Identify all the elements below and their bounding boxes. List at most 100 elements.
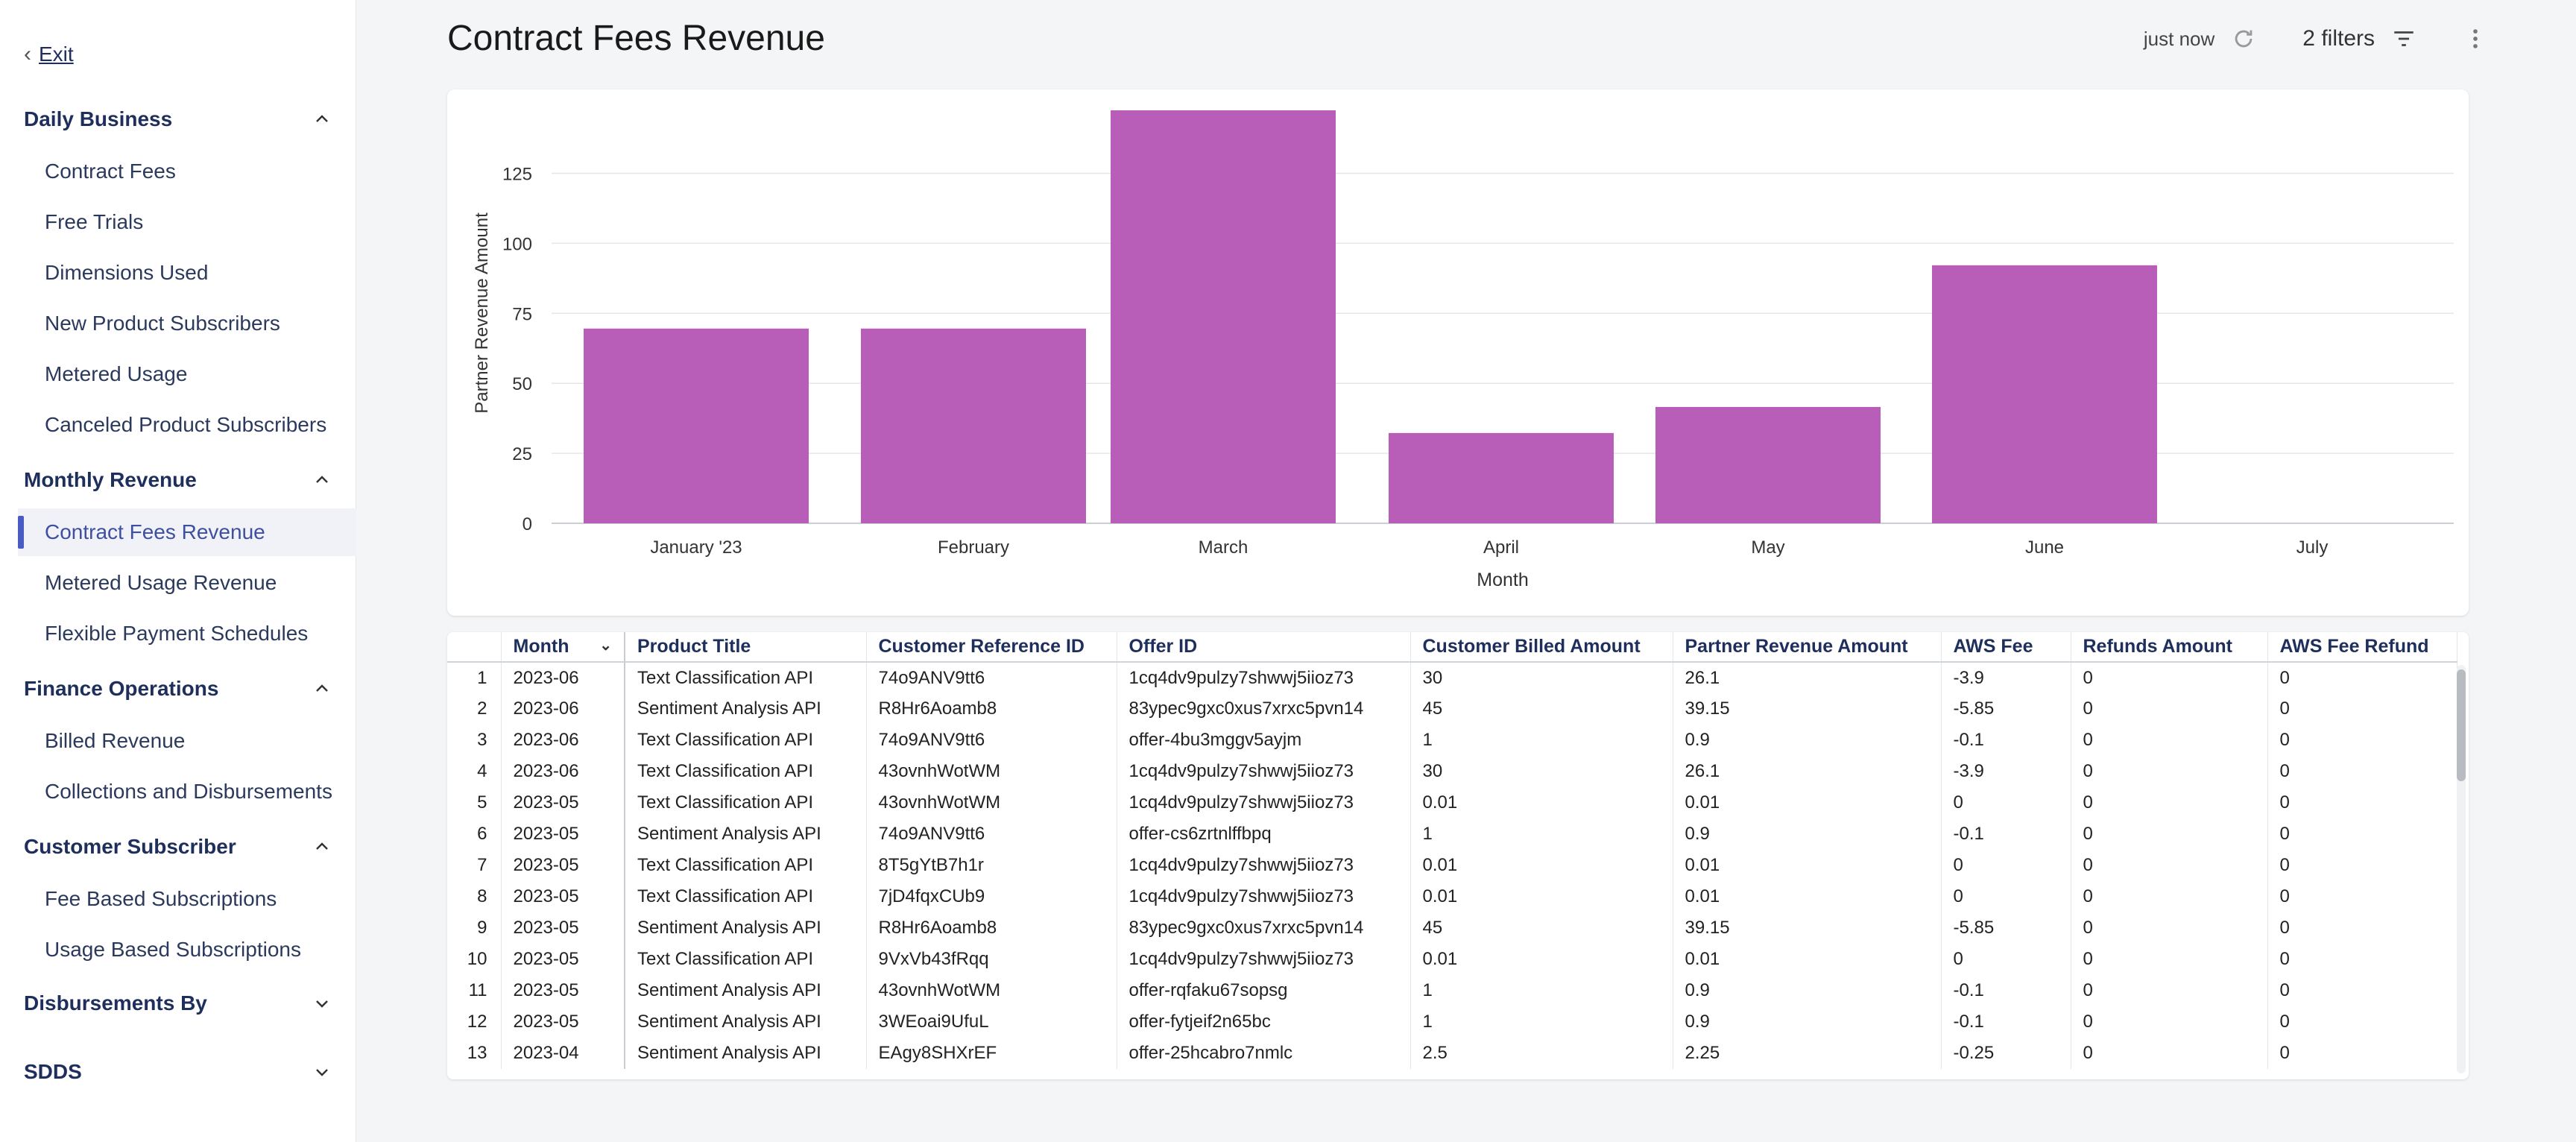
- table-cell: 2.25: [1673, 1038, 1942, 1069]
- table-cell: -3.9: [1941, 662, 2071, 693]
- table-cell: 0.01: [1673, 850, 1942, 881]
- column-header-label: Customer Billed Amount: [1422, 636, 1641, 657]
- column-header[interactable]: Customer Reference ID: [866, 632, 1117, 663]
- sort-chevron-down-icon[interactable]: ⌄: [599, 637, 612, 654]
- column-header[interactable]: Refunds Amount: [2071, 632, 2268, 663]
- filter-icon[interactable]: [2391, 26, 2416, 51]
- table-cell: Text Classification API: [625, 881, 867, 912]
- table-cell: 0: [2071, 725, 2268, 756]
- table-cell: offer-cs6zrtnlffbpq: [1117, 818, 1411, 850]
- chevron-up-icon: [316, 115, 328, 122]
- table-body: 1 2023-06 Text Classification API 74o9ANV9t…: [447, 662, 2457, 1069]
- table-row[interactable]: 9 2023-05 Sentiment Analysis API R8Hr6Aoamb…: [447, 912, 2457, 944]
- table-row[interactable]: 4 2023-06 Text Classification API 43ovnhWot…: [447, 756, 2457, 787]
- table-cell: offer-4bu3mggv5ayjm: [1117, 725, 1411, 756]
- table-row[interactable]: 3 2023-06 Text Classification API 74o9ANV9t…: [447, 725, 2457, 756]
- sidebar-item-flexible-payment-schedules[interactable]: Flexible Payment Schedules: [45, 622, 309, 645]
- sidebar-item-canceled-product-subscribers[interactable]: Canceled Product Subscribers: [45, 413, 327, 436]
- column-header[interactable]: Offer ID: [1117, 632, 1411, 663]
- sidebar-item-usage-based-subscriptions[interactable]: Usage Based Subscriptions: [45, 938, 301, 961]
- table-cell: offer-rqfaku67sopsg: [1117, 975, 1411, 1006]
- section-customer-subscriber[interactable]: Customer Subscriber: [24, 829, 331, 865]
- table-cell: 0.01: [1410, 944, 1673, 975]
- sidebar-item-contract-fees[interactable]: Contract Fees: [45, 160, 176, 183]
- sidebar-item-free-trials[interactable]: Free Trials: [45, 210, 144, 233]
- column-header[interactable]: Month ⌄: [501, 632, 625, 663]
- x-tick-label: June: [2025, 537, 2064, 558]
- table-row[interactable]: 6 2023-05 Sentiment Analysis API 74o9ANV9tt…: [447, 818, 2457, 850]
- refresh-icon[interactable]: [2231, 26, 2256, 51]
- table-cell: R8Hr6Aoamb8: [866, 912, 1117, 944]
- table-cell: -0.1: [1941, 725, 2071, 756]
- table-cell: 30: [1410, 662, 1673, 693]
- table-row[interactable]: 2 2023-06 Sentiment Analysis API R8Hr6Aoamb…: [447, 693, 2457, 725]
- sidebar-item-dimensions-used[interactable]: Dimensions Used: [45, 261, 209, 284]
- more-vertical-icon[interactable]: [2463, 26, 2488, 51]
- table-cell: Text Classification API: [625, 850, 867, 881]
- table-cell: 1: [447, 662, 502, 693]
- table-cell: offer-fytjeif2n65bc: [1117, 1006, 1411, 1038]
- column-header[interactable]: Partner Revenue Amount: [1673, 632, 1942, 663]
- y-tick-label: 0: [523, 514, 532, 534]
- column-header[interactable]: [447, 632, 502, 663]
- table-row[interactable]: 1 2023-06 Text Classification API 74o9ANV9t…: [447, 662, 2457, 693]
- table-cell: 0: [2071, 662, 2268, 693]
- sidebar-item-new-product-subscribers[interactable]: New Product Subscribers: [45, 312, 280, 335]
- column-header[interactable]: Product Title: [625, 632, 867, 663]
- section-sdds[interactable]: SDDS: [24, 1054, 331, 1090]
- column-header[interactable]: AWS Fee Refund: [2267, 632, 2457, 663]
- table-row[interactable]: 8 2023-05 Text Classification API 7jD4fqxCU…: [447, 881, 2457, 912]
- table-cell: 83ypec9gxc0xus7xrxc5pvn14: [1117, 912, 1411, 944]
- table-cell: 1: [1410, 1006, 1673, 1038]
- table-cell: 2023-05: [501, 881, 625, 912]
- table-cell: 2023-05: [501, 787, 625, 818]
- table-row[interactable]: 12 2023-05 Sentiment Analysis API 3WEoai9Uf…: [447, 1006, 2457, 1038]
- table-cell: 2.5: [1410, 1038, 1673, 1069]
- table-cell: 74o9ANV9tt6: [866, 818, 1117, 850]
- sidebar-item-contract-fees-revenue[interactable]: Contract Fees Revenue: [18, 508, 356, 556]
- table-cell: 2023-06: [501, 756, 625, 787]
- table-cell: 0.01: [1673, 881, 1942, 912]
- chevron-up-icon: [316, 476, 328, 483]
- column-header[interactable]: AWS Fee: [1941, 632, 2071, 663]
- table-cell: 0: [2267, 725, 2457, 756]
- table-row[interactable]: 10 2023-05 Text Classification API 9VxVb43f…: [447, 944, 2457, 975]
- table-cell: 0: [1941, 850, 2071, 881]
- table-row[interactable]: 11 2023-05 Sentiment Analysis API 43ovnhWot…: [447, 975, 2457, 1006]
- section-daily-business[interactable]: Daily Business: [24, 101, 331, 137]
- table-row[interactable]: 5 2023-05 Text Classification API 43ovnhWot…: [447, 787, 2457, 818]
- table-cell: 2: [447, 693, 502, 725]
- table-cell: offer-25hcabro7nmlc: [1117, 1038, 1411, 1069]
- table-row[interactable]: 7 2023-05 Text Classification API 8T5gYtB7h…: [447, 850, 2457, 881]
- exit-link[interactable]: ‹ Exit: [24, 42, 74, 67]
- table-cell: 0: [2071, 818, 2268, 850]
- sidebar-item-metered-usage-revenue[interactable]: Metered Usage Revenue: [45, 571, 277, 594]
- column-header-label: Product Title: [637, 636, 751, 657]
- scrollbar-thumb[interactable]: [2457, 669, 2466, 781]
- sidebar-item-collections-and-disbursements[interactable]: Collections and Disbursements: [45, 780, 332, 803]
- table-cell: 1cq4dv9pulzy7shwwj5iioz73: [1117, 787, 1411, 818]
- data-table: Month ⌄ Product Title Customer Reference ID…: [447, 632, 2469, 1079]
- column-header[interactable]: Customer Billed Amount: [1410, 632, 1673, 663]
- table-cell: 0: [2071, 912, 2268, 944]
- table-cell: 26.1: [1673, 662, 1942, 693]
- table-cell: 0: [2267, 662, 2457, 693]
- table-cell: 0: [2071, 693, 2268, 725]
- section-finance-operations[interactable]: Finance Operations: [24, 671, 331, 707]
- column-header-label: Month: [513, 636, 569, 657]
- sidebar-item-billed-revenue[interactable]: Billed Revenue: [45, 729, 186, 752]
- table-cell: 7: [447, 850, 502, 881]
- table-cell: 1: [1410, 725, 1673, 756]
- sidebar-item-fee-based-subscriptions[interactable]: Fee Based Subscriptions: [45, 887, 277, 910]
- table-cell: 45: [1410, 693, 1673, 725]
- sidebar-item-metered-usage[interactable]: Metered Usage: [45, 362, 188, 385]
- section-disbursements-by[interactable]: Disbursements By: [24, 985, 331, 1021]
- filters-button[interactable]: 2 filters: [2302, 26, 2375, 51]
- table-cell: 0.01: [1410, 881, 1673, 912]
- table-cell: 83ypec9gxc0xus7xrxc5pvn14: [1117, 693, 1411, 725]
- table-cell: 9: [447, 912, 502, 944]
- table-cell: -5.85: [1941, 693, 2071, 725]
- table-cell: 0.01: [1673, 944, 1942, 975]
- section-monthly-revenue[interactable]: Monthly Revenue: [24, 462, 331, 498]
- table-row[interactable]: 13 2023-04 Sentiment Analysis API EAgy8SHXr…: [447, 1038, 2457, 1069]
